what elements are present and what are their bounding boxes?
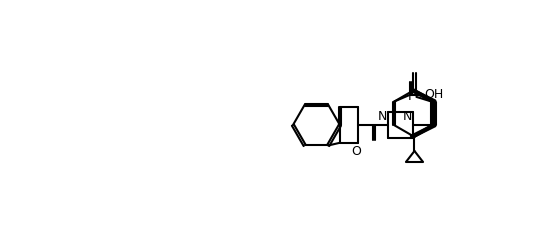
Text: N: N [403, 110, 412, 123]
Text: N: N [378, 110, 387, 123]
Text: O: O [352, 145, 362, 158]
Text: F: F [408, 90, 415, 103]
Text: OH: OH [424, 88, 444, 101]
